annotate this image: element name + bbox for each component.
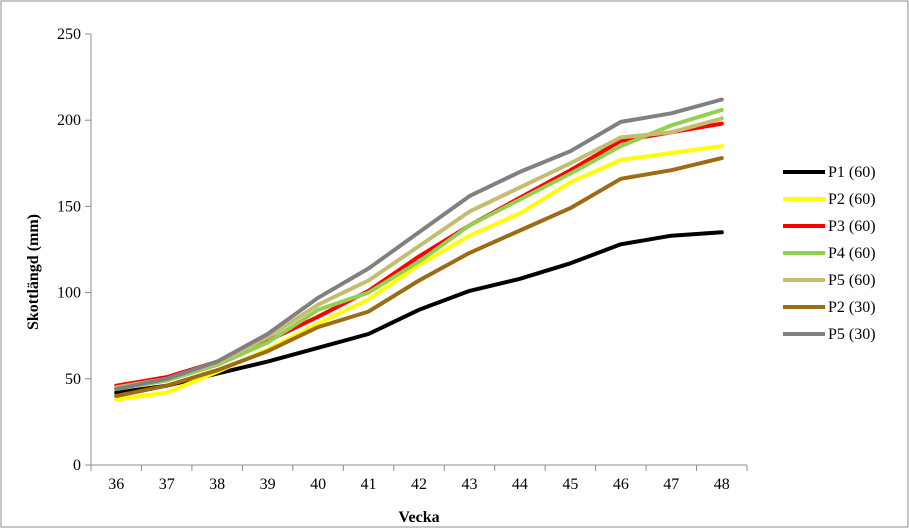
legend-label: P4 (60)	[828, 245, 876, 262]
x-tick-label: 44	[512, 476, 528, 493]
y-tick-label: 250	[57, 26, 81, 43]
legend-item-p4-60: P4 (60)	[783, 245, 876, 262]
x-axis: 36 37 38 39 40 41 42 43 44 45 46 47 48	[90, 464, 748, 493]
x-tick-label: 46	[613, 476, 629, 493]
y-tick-label: 0	[73, 457, 81, 474]
x-tick-label: 36	[108, 476, 124, 493]
y-tick-label: 100	[57, 285, 81, 302]
x-tick-label: 41	[361, 476, 377, 493]
series-line-p2-30	[114, 156, 724, 398]
legend-label: P1 (60)	[828, 164, 876, 181]
legend-label: P5 (30)	[828, 326, 876, 343]
legend-label: P3 (60)	[828, 218, 876, 235]
plot-area	[114, 97, 724, 402]
x-tick-label: 40	[310, 476, 326, 493]
legend-item-p1-60: P1 (60)	[783, 164, 876, 181]
legend: P1 (60) P2 (60) P3 (60) P4 (60) P5 (60) P2 (3…	[783, 164, 876, 343]
legend-item-p5-30: P5 (30)	[783, 326, 876, 343]
legend-item-p2-60: P2 (60)	[783, 191, 876, 208]
series-line-p5-30	[114, 97, 724, 392]
x-axis-title: Vecka	[398, 509, 439, 526]
y-axis: 0 50 100 150 200 250	[57, 26, 92, 474]
legend-item-p3-60: P3 (60)	[783, 218, 876, 235]
y-tick-label: 150	[57, 198, 81, 215]
x-tick-label: 43	[461, 476, 477, 493]
x-tick-label: 37	[159, 476, 175, 493]
legend-item-p2-30: P2 (30)	[783, 299, 876, 316]
legend-label: P5 (60)	[828, 272, 876, 289]
legend-label: P2 (60)	[828, 191, 876, 208]
x-tick-label: 39	[260, 476, 276, 493]
x-tick-label: 42	[411, 476, 427, 493]
x-tick-label: 48	[714, 476, 730, 493]
y-axis-title: Skottlängd (mm)	[25, 214, 42, 330]
x-tick-label: 45	[562, 476, 578, 493]
x-tick-label: 38	[209, 476, 225, 493]
legend-label: P2 (30)	[828, 299, 876, 316]
y-tick-label: 200	[57, 112, 81, 129]
legend-item-p5-60: P5 (60)	[783, 272, 876, 289]
x-tick-label: 47	[663, 476, 679, 493]
y-tick-label: 50	[65, 371, 81, 388]
